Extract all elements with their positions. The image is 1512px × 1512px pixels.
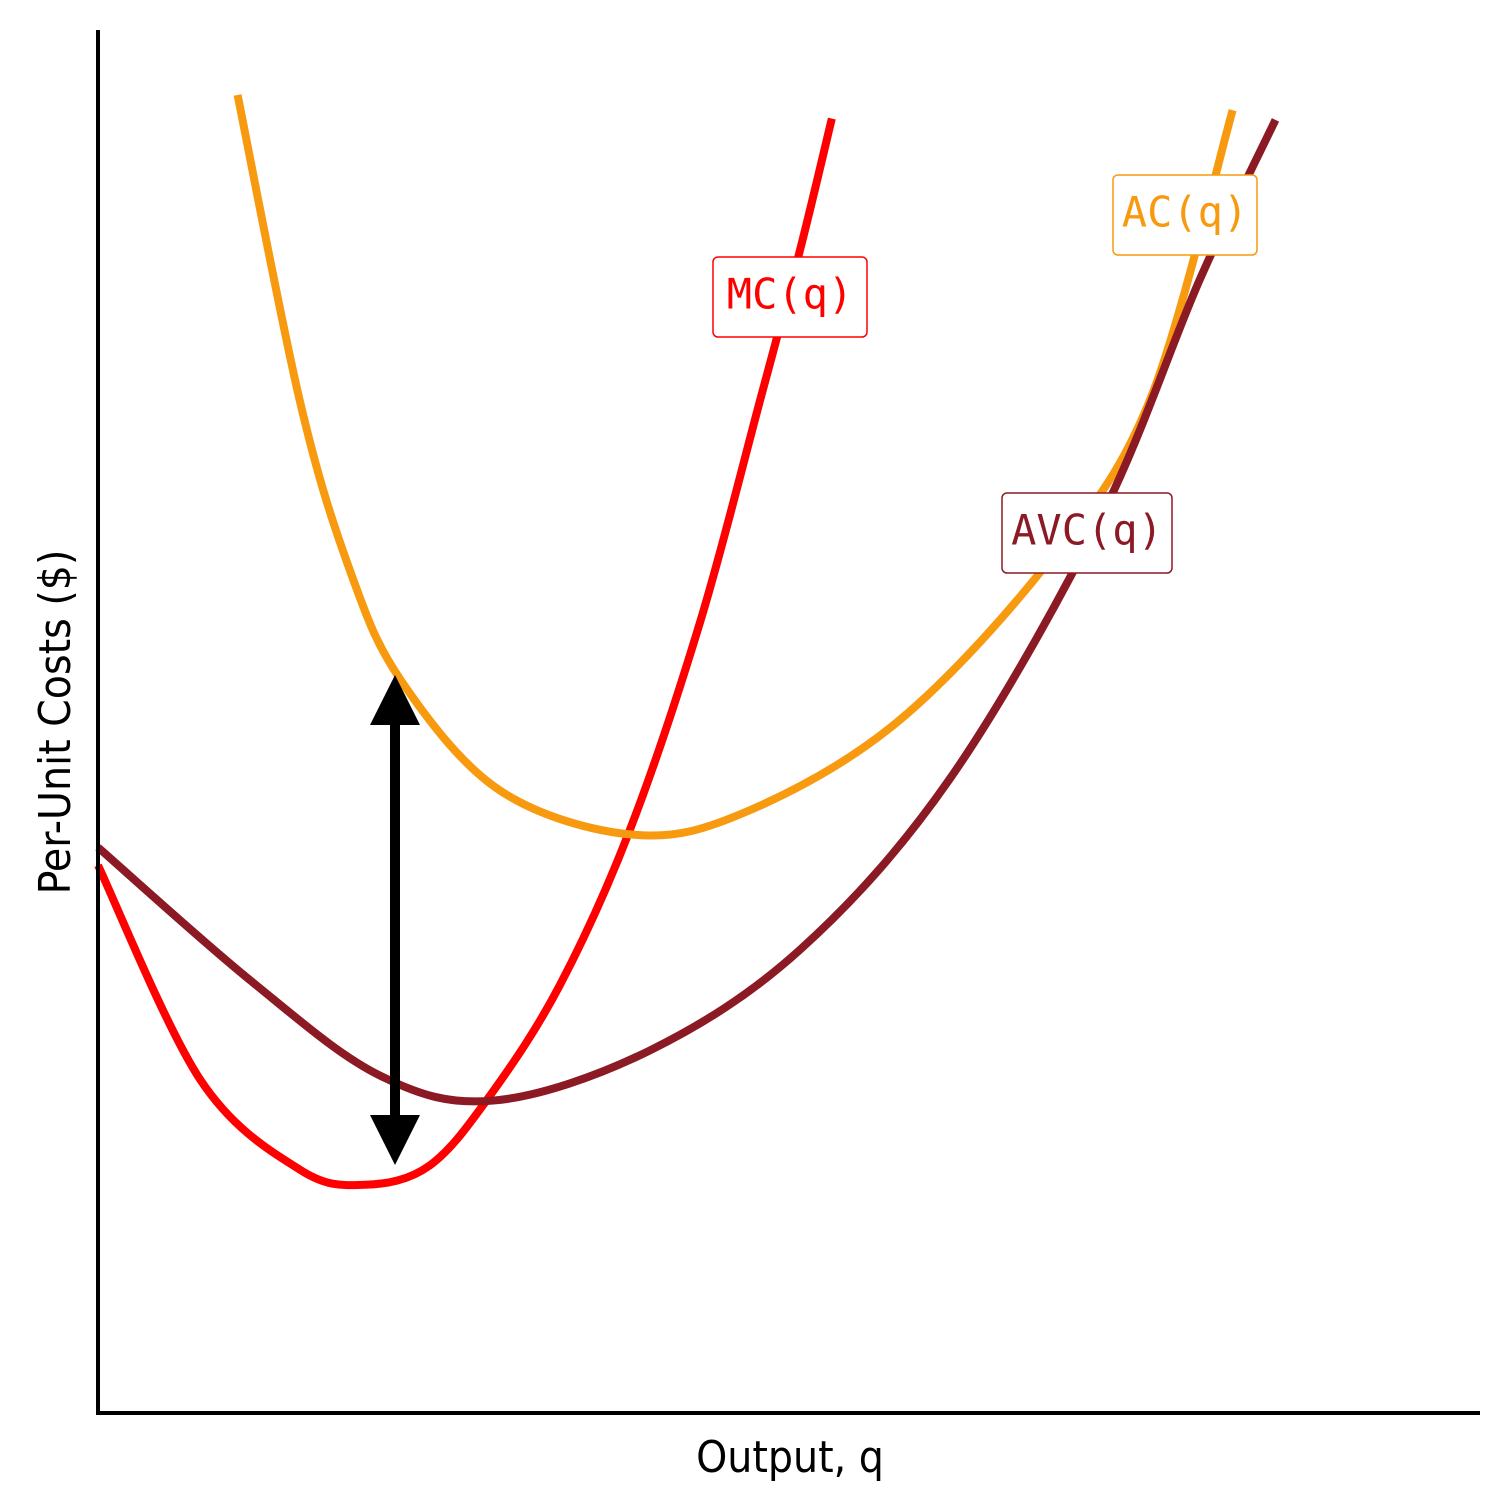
curve-label: MC(q) bbox=[727, 270, 853, 319]
y-axis-title: Per-Unit Costs ($) bbox=[30, 550, 81, 895]
label-box bbox=[1112, 174, 1258, 256]
cost-curve bbox=[233, 94, 1237, 840]
cost-curve bbox=[95, 118, 1280, 1106]
cost-curve bbox=[94, 117, 836, 1190]
curves bbox=[94, 94, 1280, 1190]
label-box bbox=[712, 256, 868, 338]
curve-label: AC(q) bbox=[1122, 188, 1248, 237]
x-axis-title: Output, q bbox=[696, 1432, 884, 1483]
curve-label: AVC(q) bbox=[1011, 506, 1163, 555]
curve-labels: MC(q) AC(q) AVC(q) bbox=[712, 174, 1258, 574]
label-box bbox=[1001, 492, 1173, 574]
